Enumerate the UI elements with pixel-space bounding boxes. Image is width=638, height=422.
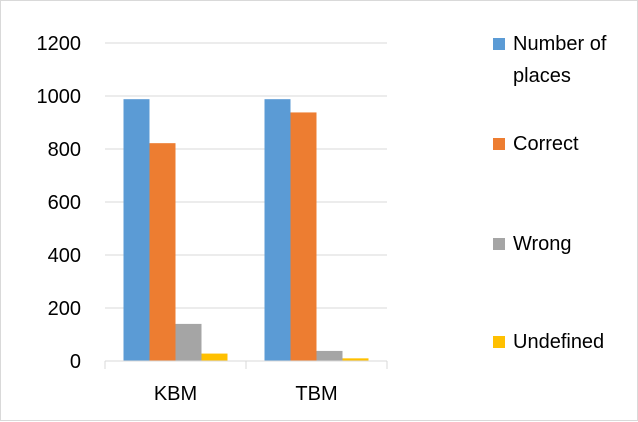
- legend-swatch: [493, 238, 505, 250]
- legend-swatch: [493, 38, 505, 50]
- legend-swatch: [493, 336, 505, 348]
- y-tick-label: 0: [70, 351, 81, 373]
- x-tick-label: TBM: [295, 383, 337, 405]
- y-axis-ticks: 0 200 400 600 800 1000 1200: [37, 33, 82, 373]
- x-axis: [104, 360, 388, 369]
- y-tick-label: 600: [48, 192, 81, 214]
- bar-wrong-kbm: [175, 323, 202, 361]
- bars: [123, 99, 369, 362]
- bar-wrong-tbm: [316, 350, 343, 361]
- bar-correct-tbm: [290, 112, 317, 362]
- bar-number-of-places-kbm: [123, 99, 150, 362]
- legend: Number of places Correct Wrong Undefined: [493, 33, 607, 353]
- x-tick-label: KBM: [154, 383, 197, 405]
- y-tick-label: 1200: [37, 33, 82, 55]
- bar-undefined-kbm: [201, 353, 228, 361]
- legend-swatch: [493, 138, 505, 150]
- x-axis-ticks: KBM TBM: [154, 383, 338, 405]
- bar-correct-kbm: [149, 143, 176, 361]
- legend-label: Wrong: [513, 233, 572, 255]
- legend-label: Number of: [513, 33, 607, 55]
- y-tick-label: 800: [48, 139, 81, 161]
- bar-undefined-tbm: [342, 358, 369, 361]
- y-tick-label: 1000: [37, 86, 82, 108]
- y-tick-label: 200: [48, 298, 81, 320]
- legend-label: Correct: [513, 133, 579, 155]
- bar-number-of-places-tbm: [264, 99, 291, 362]
- legend-label: places: [513, 65, 571, 87]
- legend-label: Undefined: [513, 331, 604, 353]
- y-tick-label: 400: [48, 245, 81, 267]
